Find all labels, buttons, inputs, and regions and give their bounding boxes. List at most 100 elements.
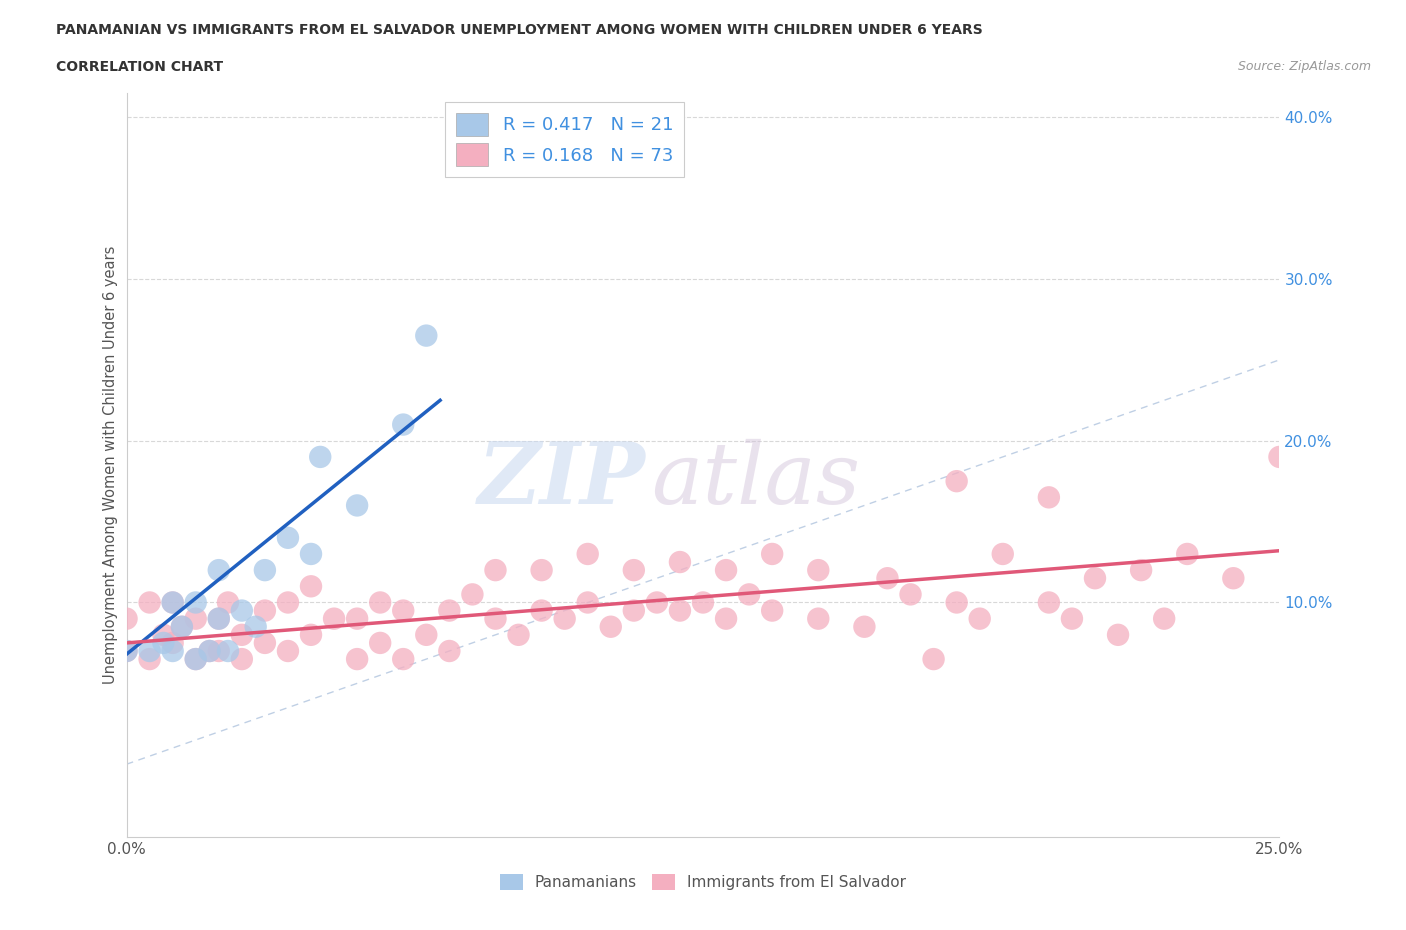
Point	[991, 547, 1014, 562]
Point	[299, 547, 322, 562]
Point	[231, 604, 253, 618]
Point	[876, 571, 898, 586]
Point	[198, 644, 221, 658]
Point	[853, 619, 876, 634]
Point	[208, 563, 231, 578]
Point	[231, 652, 253, 667]
Point	[807, 563, 830, 578]
Point	[761, 604, 783, 618]
Point	[162, 635, 184, 650]
Point	[692, 595, 714, 610]
Point	[162, 644, 184, 658]
Point	[346, 652, 368, 667]
Point	[217, 595, 239, 610]
Point	[170, 619, 193, 634]
Point	[1130, 563, 1153, 578]
Point	[484, 563, 506, 578]
Point	[368, 635, 391, 650]
Text: PANAMANIAN VS IMMIGRANTS FROM EL SALVADOR UNEMPLOYMENT AMONG WOMEN WITH CHILDREN: PANAMANIAN VS IMMIGRANTS FROM EL SALVADO…	[56, 23, 983, 37]
Point	[945, 595, 967, 610]
Point	[461, 587, 484, 602]
Point	[1222, 571, 1244, 586]
Point	[115, 611, 138, 626]
Point	[184, 652, 207, 667]
Point	[231, 628, 253, 643]
Point	[309, 449, 332, 464]
Point	[115, 644, 138, 658]
Point	[138, 652, 160, 667]
Y-axis label: Unemployment Among Women with Children Under 6 years: Unemployment Among Women with Children U…	[103, 246, 118, 684]
Point	[152, 628, 174, 643]
Point	[368, 595, 391, 610]
Point	[138, 595, 160, 610]
Text: ZIP: ZIP	[478, 438, 645, 522]
Point	[807, 611, 830, 626]
Point	[576, 595, 599, 610]
Point	[162, 595, 184, 610]
Point	[761, 547, 783, 562]
Point	[115, 644, 138, 658]
Point	[299, 578, 322, 593]
Point	[1107, 628, 1129, 643]
Point	[138, 644, 160, 658]
Point	[346, 498, 368, 512]
Point	[170, 619, 193, 634]
Point	[554, 611, 576, 626]
Point	[415, 328, 437, 343]
Point	[392, 652, 415, 667]
Point	[576, 547, 599, 562]
Point	[208, 644, 231, 658]
Point	[184, 595, 207, 610]
Point	[945, 473, 967, 488]
Point	[277, 530, 299, 545]
Text: CORRELATION CHART: CORRELATION CHART	[56, 60, 224, 74]
Point	[1038, 595, 1060, 610]
Point	[669, 604, 692, 618]
Point	[530, 604, 553, 618]
Point	[253, 604, 276, 618]
Point	[439, 604, 461, 618]
Point	[208, 611, 231, 626]
Point	[623, 604, 645, 618]
Point	[530, 563, 553, 578]
Point	[922, 652, 945, 667]
Point	[184, 652, 207, 667]
Point	[900, 587, 922, 602]
Point	[645, 595, 668, 610]
Point	[415, 628, 437, 643]
Point	[392, 418, 415, 432]
Point	[599, 619, 621, 634]
Point	[346, 611, 368, 626]
Point	[623, 563, 645, 578]
Legend: Panamanians, Immigrants from El Salvador: Panamanians, Immigrants from El Salvador	[494, 868, 912, 897]
Point	[277, 595, 299, 610]
Text: Source: ZipAtlas.com: Source: ZipAtlas.com	[1237, 60, 1371, 73]
Text: atlas: atlas	[651, 439, 860, 521]
Point	[184, 611, 207, 626]
Point	[1175, 547, 1198, 562]
Point	[217, 644, 239, 658]
Point	[152, 635, 174, 650]
Point	[323, 611, 346, 626]
Point	[253, 635, 276, 650]
Point	[299, 628, 322, 643]
Point	[253, 563, 276, 578]
Point	[738, 587, 761, 602]
Point	[1268, 449, 1291, 464]
Point	[162, 595, 184, 610]
Point	[439, 644, 461, 658]
Point	[245, 619, 267, 634]
Point	[392, 604, 415, 618]
Point	[969, 611, 991, 626]
Point	[714, 563, 737, 578]
Point	[714, 611, 737, 626]
Point	[1153, 611, 1175, 626]
Point	[1038, 490, 1060, 505]
Point	[198, 644, 221, 658]
Point	[508, 628, 530, 643]
Point	[1060, 611, 1083, 626]
Point	[484, 611, 506, 626]
Point	[669, 554, 692, 569]
Point	[1084, 571, 1107, 586]
Point	[208, 611, 231, 626]
